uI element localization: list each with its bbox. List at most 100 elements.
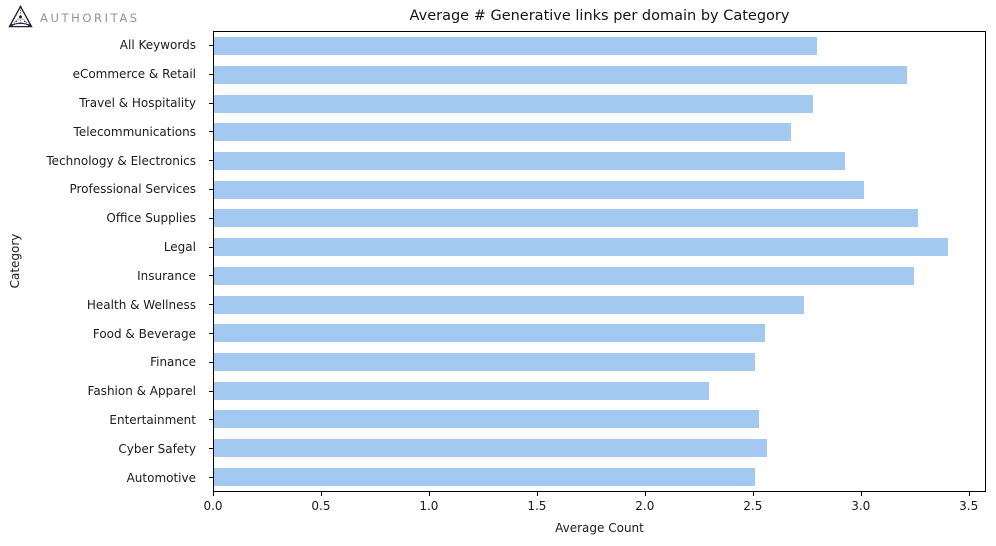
y-tick-label-row: Telecommunications (0, 117, 205, 146)
y-tick-mark (209, 44, 213, 46)
y-tick-label: Food & Beverage (92, 326, 196, 341)
y-tick-mark (209, 419, 213, 421)
y-tick-label: eCommerce & Retail (72, 67, 196, 82)
bar-food-beverage (214, 324, 766, 343)
y-tick-label-row: Travel & Hospitality (0, 89, 205, 118)
x-tick-label: 3.5 (959, 499, 979, 513)
y-tick-label-row: Professional Services (0, 175, 205, 204)
y-tick-label-row: Health & Wellness (0, 290, 205, 319)
y-tick-label-row: Entertainment (0, 406, 205, 435)
chart-title: Average # Generative links per domain by… (409, 8, 790, 24)
bar-row (214, 262, 985, 291)
y-tick-mark (209, 477, 213, 479)
x-tick-mark (428, 492, 430, 496)
x-tick-label: 2.0 (635, 499, 655, 513)
y-tick-label: Automotive (126, 470, 196, 485)
y-tick-mark (209, 246, 213, 248)
y-tick-label: Fashion & Apparel (87, 384, 196, 399)
bar-row (214, 462, 985, 491)
y-tick-mark (209, 304, 213, 306)
y-ticks (209, 31, 213, 492)
bar-row (214, 405, 985, 434)
y-tick-label: Office Supplies (106, 211, 196, 226)
y-tick-label: Entertainment (109, 412, 196, 427)
y-tick-mark (209, 73, 213, 75)
x-tick-label: 0.5 (311, 499, 331, 513)
x-tick-label: 0.0 (203, 499, 223, 513)
y-tick-label: Legal (163, 240, 196, 255)
bar-legal (214, 238, 949, 257)
y-tick-label-row: Insurance (0, 262, 205, 291)
authoritas-logo-icon (8, 5, 33, 28)
y-tick-label-row: Legal (0, 233, 205, 262)
y-tick-labels: All Keywords eCommerce & Retail Travel & H… (0, 31, 205, 492)
x-tick-labels: 0.0 0.5 1.0 1.5 2.0 2.5 3.0 3.5 (203, 499, 986, 513)
bar-row (214, 319, 985, 348)
bar-technology-electronics (214, 152, 845, 171)
x-tick-mark (860, 492, 862, 496)
plot-area (213, 31, 986, 492)
y-tick-mark (209, 102, 213, 104)
y-tick-label: All Keywords (119, 38, 196, 53)
y-tick-label: Cyber Safety (118, 441, 196, 456)
bar-row (214, 348, 985, 377)
authoritas-logo: AUTHORITAS (8, 5, 140, 30)
bar-row (214, 290, 985, 319)
x-tick-mark (536, 492, 538, 496)
y-tick-mark (209, 390, 213, 392)
bar-cyber-safety (214, 438, 768, 457)
x-tick-mark (644, 492, 646, 496)
bar-row (214, 434, 985, 463)
x-tick-label: 2.5 (743, 499, 763, 513)
y-tick-label: Insurance (137, 268, 196, 283)
y-tick-label-row: Finance (0, 348, 205, 377)
x-tick-label: 3.0 (851, 499, 871, 513)
bar-insurance (214, 266, 914, 285)
y-tick-label-row: Office Supplies (0, 204, 205, 233)
bar-automotive (214, 467, 755, 486)
y-tick-mark (209, 275, 213, 277)
bar-row (214, 32, 985, 61)
x-tick-mark (968, 492, 970, 496)
bar-row (214, 89, 985, 118)
x-tick-mark (752, 492, 754, 496)
y-tick-label-row: All Keywords (0, 31, 205, 60)
bar-professional-services (214, 180, 865, 199)
x-tick-mark (213, 492, 214, 496)
bar-row (214, 233, 985, 262)
y-tick-label: Professional Services (69, 182, 196, 197)
y-tick-label-row: Technology & Electronics (0, 146, 205, 175)
bar-travel-hospitality (214, 94, 813, 113)
bar-all-keywords (214, 37, 818, 56)
bar-telecommunications (214, 123, 792, 142)
x-axis-label: Average Count (555, 521, 644, 535)
bar-row (214, 175, 985, 204)
x-tick-mark (320, 492, 322, 496)
y-tick-label: Technology & Electronics (46, 153, 196, 168)
x-ticks (213, 492, 986, 497)
bar-entertainment (214, 410, 759, 429)
y-tick-label-row: Cyber Safety (0, 434, 205, 463)
bar-row (214, 147, 985, 176)
authoritas-logo-text: AUTHORITAS (40, 10, 140, 25)
y-tick-label: Finance (150, 355, 196, 370)
y-tick-label-row: Automotive (0, 463, 205, 492)
bar-health-wellness (214, 295, 805, 314)
y-tick-label: Telecommunications (73, 124, 196, 139)
x-tick-label: 1.0 (419, 499, 439, 513)
y-tick-mark (209, 448, 213, 450)
y-tick-mark (209, 188, 213, 190)
bar-row (214, 118, 985, 147)
y-tick-label: Travel & Hospitality (79, 96, 196, 111)
bar-row (214, 376, 985, 405)
y-tick-label-row: Food & Beverage (0, 319, 205, 348)
bar-fashion-apparel (214, 381, 710, 400)
bar-row (214, 61, 985, 90)
y-tick-mark (209, 131, 213, 133)
bar-row (214, 204, 985, 233)
y-tick-mark (209, 333, 213, 335)
y-tick-mark (209, 361, 213, 363)
bar-office-supplies (214, 209, 919, 228)
y-tick-mark (209, 160, 213, 162)
